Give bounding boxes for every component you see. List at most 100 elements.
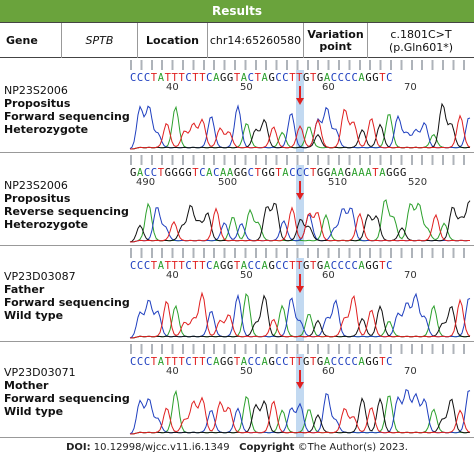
base-letter: A	[219, 167, 227, 179]
trace-t	[129, 396, 471, 435]
base-letter: C	[337, 356, 345, 368]
base-letter: C	[199, 167, 207, 179]
base-letter: C	[185, 260, 193, 272]
trace-c	[129, 207, 470, 243]
base-letter: T	[309, 356, 317, 368]
panel-label: VP23D03071 Mother Forward sequencing Wil…	[4, 366, 130, 418]
trace-svg	[129, 291, 471, 339]
base-letter: C	[337, 260, 345, 272]
base-letter: C	[143, 167, 151, 179]
base-letter: A	[226, 167, 234, 179]
variation-value-line1: c.1801C>T	[390, 27, 452, 41]
position-label: 70	[404, 366, 417, 377]
copyright-value: ©The Author(s) 2023.	[297, 442, 408, 453]
base-letter: A	[261, 72, 269, 84]
base-letter: G	[393, 167, 400, 179]
results-title: Results	[211, 4, 263, 18]
base-letter: C	[344, 356, 352, 368]
base-letter: C	[143, 260, 151, 272]
base-letter: G	[365, 356, 373, 368]
base-letter: C	[136, 260, 144, 272]
base-letter: A	[213, 72, 220, 84]
sample-genotype: Wild type	[4, 405, 64, 418]
base-letter: C	[275, 260, 283, 272]
trace-svg	[129, 388, 471, 435]
trace-a	[129, 199, 470, 243]
position-label: 50	[240, 366, 253, 377]
base-letter: G	[303, 260, 310, 272]
base-letter: C	[130, 260, 137, 272]
base-letter: G	[372, 260, 380, 272]
base-letter: T	[164, 356, 172, 368]
trace-c	[129, 104, 471, 150]
base-letter: G	[226, 356, 234, 368]
base-letter: T	[309, 167, 317, 179]
sample-method: Forward sequencing	[4, 392, 130, 405]
base-letter: G	[372, 356, 380, 368]
sample-role: Propositus	[4, 97, 71, 110]
position-label: 40	[166, 82, 179, 93]
base-letter: T	[192, 72, 200, 84]
base-ticks	[130, 60, 470, 70]
base-letter: C	[143, 356, 151, 368]
base-letter: T	[199, 260, 207, 272]
base-sequence: CCCTATTTCTTCAGGTACCAGCCTTGTGACCCCAGGTC	[130, 260, 393, 272]
base-letter: C	[275, 72, 283, 84]
base-letter: T	[372, 167, 380, 179]
base-letter: C	[185, 72, 193, 84]
base-letter: C	[206, 260, 214, 272]
base-letter: G	[219, 260, 227, 272]
base-letter: C	[206, 356, 214, 368]
base-letter: G	[268, 356, 276, 368]
panel-label: NP23S2006 Propositus Forward sequencing …	[4, 84, 130, 136]
base-letter: G	[386, 167, 394, 179]
base-letter: C	[282, 356, 290, 368]
sample-role: Mother	[4, 379, 49, 392]
base-letter: T	[379, 72, 387, 84]
base-letter: G	[130, 167, 137, 179]
base-letter: G	[365, 72, 373, 84]
base-sequence: GACCTGGGGTCACAAGGCTGGTACCCTGGAAGAAATAGGG	[130, 167, 407, 179]
panel-label: NP23S2006 Propositus Reverse sequencing …	[4, 179, 129, 231]
base-letter: G	[164, 167, 172, 179]
base-letter: G	[233, 167, 241, 179]
trace-c	[129, 292, 471, 339]
base-letter: A	[157, 72, 165, 84]
base-letter: T	[254, 167, 262, 179]
base-letter: C	[296, 167, 304, 179]
base-letter: T	[289, 72, 297, 84]
base-letter: A	[323, 260, 331, 272]
base-letter: T	[164, 260, 172, 272]
sample-id: VP23D03087	[4, 270, 76, 283]
base-letter: T	[379, 356, 387, 368]
base-letter: T	[171, 356, 179, 368]
trace-g	[129, 200, 471, 243]
base-letter: T	[157, 167, 165, 179]
chromatogram: GACCTGGGGTCACAAGGCTGGTACCCTGGAAGAAATAGGG…	[122, 153, 474, 246]
base-letter: G	[185, 167, 193, 179]
location-value: chr14:65260580	[208, 23, 304, 58]
position-label: 510	[328, 177, 348, 188]
variation-value: c.1801C>T (p.Gln601*)	[368, 23, 474, 58]
doi-value: 10.12998/wjcc.v11.i6.1349	[93, 442, 230, 453]
trace-t	[129, 108, 471, 150]
base-letter: G	[226, 260, 234, 272]
base-letter: A	[261, 260, 269, 272]
base-letter: G	[365, 260, 373, 272]
base-letter: C	[247, 260, 255, 272]
panel-propositus-reverse: NP23S2006 Propositus Reverse sequencing …	[0, 153, 474, 246]
base-letter: T	[254, 72, 262, 84]
base-letter: C	[143, 72, 151, 84]
base-letter: A	[240, 260, 248, 272]
trace-c	[129, 388, 471, 435]
position-label: 40	[166, 366, 179, 377]
base-letter: G	[303, 356, 310, 368]
base-letter: G	[316, 72, 324, 84]
base-sequence: CCCTATTTCTTCAGGTACTAGCCTTGTGACCCCAGGTC	[130, 72, 393, 84]
base-letter: A	[330, 167, 338, 179]
base-letter: T	[275, 167, 283, 179]
base-letter: G	[316, 260, 324, 272]
base-letter: G	[219, 72, 227, 84]
base-letter: C	[282, 260, 290, 272]
trace-a	[129, 292, 470, 339]
